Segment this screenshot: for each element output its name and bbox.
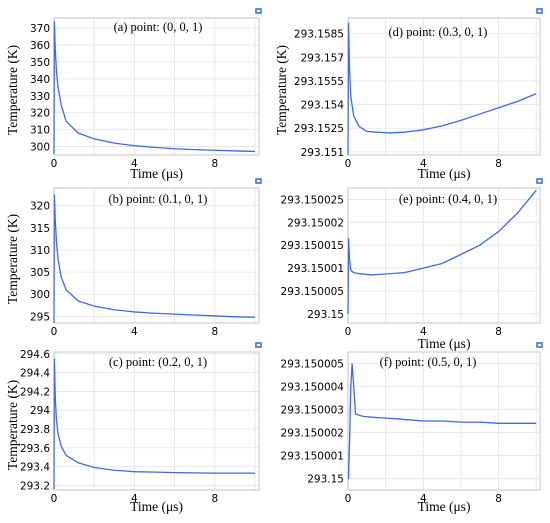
y-tick-label: 350 <box>30 57 50 69</box>
x-tick-label: 4 <box>420 158 427 170</box>
x-tick-label: 4 <box>131 326 138 338</box>
y-axis-label: Temperature (K) <box>5 214 20 304</box>
y-tick-label: 315 <box>30 223 50 235</box>
y-tick-label: 305 <box>30 267 50 279</box>
x-axis-label: Time (μs) <box>418 166 471 181</box>
panel-title: (e) point: (0.4, 0, 1) <box>399 192 497 206</box>
y-tick-label: 293.150002 <box>281 428 344 440</box>
x-tick-label: 0 <box>51 326 58 338</box>
y-tick-label: 293.150001 <box>281 451 344 463</box>
temperature-series-line <box>347 22 537 156</box>
y-tick-label: 300 <box>30 142 50 154</box>
y-tick-label: 293.15 <box>307 309 344 321</box>
x-tick-label: 8 <box>495 326 502 338</box>
plot-settings-icon <box>536 178 543 184</box>
y-tick-label: 294.2 <box>20 386 50 398</box>
plot-frame <box>347 351 541 491</box>
y-tick-label: 295 <box>30 311 50 323</box>
x-axis-label: Time (μs) <box>130 166 183 181</box>
y-tick-label: 294.6 <box>20 349 50 361</box>
x-tick-label: 0 <box>345 158 352 170</box>
x-axis-label: Time (μs) <box>418 336 471 351</box>
y-tick-label: 360 <box>30 40 50 52</box>
x-tick-label: 0 <box>51 158 58 170</box>
panel-title: (f) point: (0.5, 0, 1) <box>380 355 477 369</box>
x-tick-label: 4 <box>420 326 427 338</box>
y-tick-label: 370 <box>30 23 50 35</box>
x-tick-label: 8 <box>211 326 218 338</box>
chart-panel: 293.15 293.150005 293.15001 293.150015 293.1… <box>281 178 543 351</box>
y-axis-label: Temperature (K) <box>5 380 20 470</box>
x-tick-label: 8 <box>211 158 218 170</box>
y-tick-label: 293.150003 <box>281 405 344 417</box>
temperature-series-line <box>347 189 537 314</box>
y-tick-label: 293.150005 <box>281 359 344 371</box>
y-tick-label: 293.1555 <box>294 76 344 88</box>
plot-area <box>348 188 540 323</box>
y-tick-label: 293.2 <box>20 480 50 492</box>
y-tick-label: 293.150015 <box>281 240 344 252</box>
chart-panel: 295 300 305 310 315 320 0 4 8 (b) point: (0.1, 0,… <box>5 178 262 338</box>
x-tick-label: 8 <box>211 493 218 505</box>
y-tick-label: 310 <box>30 245 50 257</box>
chart-panel: 293.15 293.150001 293.150002 293.150003 293.… <box>281 342 543 514</box>
temperature-series-line <box>53 21 255 155</box>
chart-panel: 293.2 293.4 293.6 293.8 294 294.2 294.4 294.6 0 4… <box>5 342 262 514</box>
y-tick-label: 330 <box>30 91 50 103</box>
x-tick-label: 8 <box>495 493 502 505</box>
y-tick-label: 293.15002 <box>287 217 344 229</box>
plot-area <box>54 188 259 323</box>
x-tick-label: 0 <box>345 493 352 505</box>
x-tick-label: 0 <box>51 493 58 505</box>
y-tick-label: 293.157 <box>301 52 344 64</box>
temperature-series-line <box>53 194 255 324</box>
y-tick-label: 293.1585 <box>294 29 344 41</box>
panel-title: (d) point: (0.3, 0, 1) <box>389 25 488 39</box>
y-tick-label: 293.154 <box>301 100 345 112</box>
panel-title: (a) point: (0, 0, 1) <box>114 20 203 34</box>
y-tick-label: 293.15001 <box>287 263 344 275</box>
plot-settings-icon <box>255 178 262 184</box>
x-tick-label: 8 <box>495 158 502 170</box>
y-tick-label: 340 <box>30 74 50 86</box>
y-tick-label: 293.150025 <box>281 194 344 206</box>
y-tick-label: 293.151 <box>301 147 344 159</box>
temperature-series-line <box>347 363 537 480</box>
y-tick-label: 320 <box>30 201 50 213</box>
plot-settings-icon <box>255 8 262 14</box>
y-axis-label: Temperature (K) <box>274 45 289 135</box>
plot-area <box>54 18 259 155</box>
y-tick-label: 293.4 <box>20 462 50 474</box>
plot-settings-icon <box>536 8 543 14</box>
temperature-series-line <box>53 358 255 490</box>
x-tick-label: 0 <box>345 326 352 338</box>
y-tick-label: 300 <box>30 289 50 301</box>
panel-title: (c) point: (0.2, 0, 1) <box>109 355 207 369</box>
x-tick-label: 4 <box>131 493 138 505</box>
x-tick-label: 4 <box>420 493 427 505</box>
chart-panel: 293.151 293.1525 293.154 293.1555 293.157 293… <box>274 8 543 181</box>
y-tick-label: 294.4 <box>20 368 50 380</box>
y-tick-label: 293.8 <box>20 424 50 436</box>
y-tick-label: 293.15 <box>307 474 344 486</box>
plot-settings-icon <box>536 342 543 348</box>
y-axis-label: Temperature (K) <box>5 45 20 135</box>
y-tick-label: 293.150004 <box>281 382 345 394</box>
y-tick-label: 293.150005 <box>281 286 344 298</box>
plot-settings-icon <box>255 342 262 348</box>
y-tick-label: 293.6 <box>20 443 50 455</box>
plot-area <box>54 352 259 490</box>
y-tick-label: 320 <box>30 108 50 120</box>
x-tick-label: 4 <box>131 158 138 170</box>
panel-title: (b) point: (0.1, 0, 1) <box>109 192 208 206</box>
y-tick-label: 294 <box>30 405 50 417</box>
y-tick-label: 293.1525 <box>294 123 344 135</box>
y-tick-label: 310 <box>30 125 50 137</box>
x-axis-label: Time (μs) <box>418 499 471 514</box>
chart-panel: 300 310 320 330 340 350 360 370 0 4 8 (a) point: (0… <box>5 8 262 181</box>
x-axis-label: Time (μs) <box>130 499 183 514</box>
